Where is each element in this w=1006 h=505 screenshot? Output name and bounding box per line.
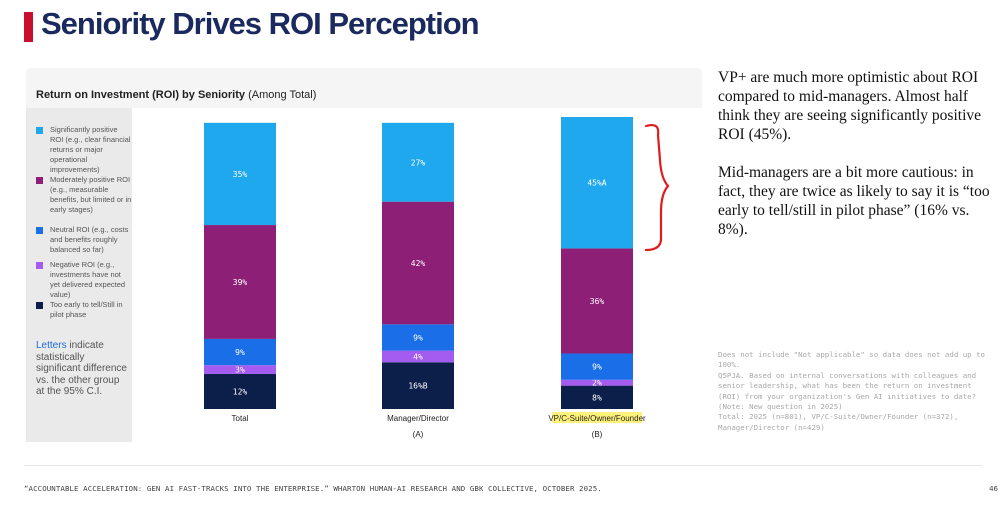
bar-segment-1-0 — [382, 362, 454, 409]
bar-segment-0-0 — [204, 373, 276, 409]
page-number: 46 — [989, 484, 998, 493]
bar-segment-2-3 — [561, 248, 633, 354]
bar-value-label: 9% — [413, 333, 423, 342]
legend-label: Neutral ROI (e.g., costs and benefits ro… — [50, 225, 129, 254]
legend-swatch — [36, 177, 43, 184]
legend-swatch — [36, 262, 43, 269]
bar-value-label: 35% — [233, 170, 248, 179]
category-label: VP/C-Suite/Owner/Founder — [548, 414, 646, 423]
title-accent-bar — [24, 12, 33, 42]
bar-segment-2-4 — [561, 117, 633, 249]
commentary-paragraph-2: Mid-managers are a bit more cautious: in… — [718, 164, 990, 238]
significance-note: Letters indicate statistically significa… — [36, 340, 130, 398]
bar-value-label: 42% — [411, 259, 426, 268]
page-title: Seniority Drives ROI Perception — [41, 6, 480, 41]
bar-value-label: 2% — [592, 379, 602, 388]
bar-segment-1-4 — [382, 122, 454, 202]
chart-title-bold: Return on Investment (ROI) by Seniority — [36, 89, 246, 101]
significance-note-highlight: Letters — [36, 340, 67, 351]
category-label: Total — [232, 414, 249, 423]
category-label: Manager/Director — [387, 414, 449, 423]
bar-value-label: 45%A — [587, 179, 606, 188]
bar-value-label: 4% — [413, 352, 423, 361]
bar-value-label: 36% — [590, 297, 605, 306]
category-letter: (A) — [413, 430, 424, 439]
legend-swatch — [36, 302, 43, 309]
bar-segment-1-3 — [382, 201, 454, 325]
bar-value-label: 3% — [235, 366, 245, 375]
bar-value-label: 9% — [235, 348, 245, 357]
legend-label: Negative ROI (e.g., investments have not… — [50, 260, 126, 299]
legend-label: Moderately positive ROI (e.g., measurabl… — [50, 175, 132, 214]
methodology-footnote: Does not include "Not applicable" so dat… — [718, 350, 985, 432]
chart-title: Return on Investment (ROI) by Seniority … — [36, 89, 316, 101]
bar-segment-0-2 — [204, 338, 276, 366]
bar-value-label: 16%B — [408, 382, 427, 391]
bar-value-label: 39% — [233, 278, 248, 287]
bar-value-label: 9% — [592, 363, 602, 372]
commentary-paragraph-1: VP+ are much more optimistic about ROI c… — [718, 69, 982, 143]
category-highlight — [552, 412, 642, 423]
bar-segment-0-1 — [204, 365, 276, 374]
bar-segment-0-3 — [204, 225, 276, 339]
chart-title-normal: (Among Total) — [245, 89, 317, 101]
bar-value-label: 27% — [411, 158, 426, 167]
bar-segment-0-4 — [204, 122, 276, 226]
bar-value-label: 8% — [592, 393, 602, 402]
source-citation: “ACCOUNTABLE ACCELERATION: GEN AI FAST-T… — [24, 484, 602, 493]
legend-swatch — [36, 227, 43, 234]
bar-segment-2-1 — [561, 379, 633, 386]
category-letter: (B) — [592, 430, 603, 439]
legend-column — [26, 108, 132, 442]
commentary: VP+ are much more optimistic about ROI c… — [718, 68, 998, 258]
bar-segment-1-2 — [382, 324, 454, 351]
significance-note-text: indicate statistically significant diffe… — [36, 340, 127, 397]
legend-swatch — [36, 127, 43, 134]
bar-segment-1-1 — [382, 350, 454, 363]
bar-segment-2-0 — [561, 385, 633, 409]
bar-value-label: 12% — [233, 387, 248, 396]
annotation-bracket — [644, 123, 670, 252]
footer-divider — [24, 465, 982, 466]
bar-segment-2-2 — [561, 353, 633, 380]
legend-label: Too early to tell/Still in pilot phase — [50, 300, 123, 319]
legend-label: Significantly positive ROI (e.g., clear … — [50, 125, 131, 174]
